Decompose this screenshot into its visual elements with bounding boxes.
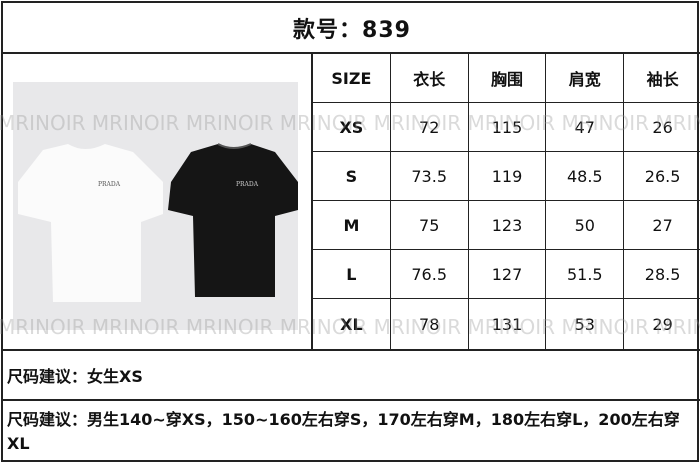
value-cell: 29 [652,314,673,334]
size-cell: M [313,201,391,249]
product-image-cell: PRADA PRADA [3,54,313,349]
value-cell: 47 [546,103,625,151]
value-cell: 119 [469,152,547,200]
black-tshirt: PRADA [168,143,298,297]
style-number-title: 款号：839 [3,3,700,54]
white-tshirt: PRADA [18,144,163,302]
value-cell: 26.5 [644,166,681,186]
size-cell: L [313,250,391,298]
value-cell: 53 [546,299,625,349]
value-cell: 51.5 [546,250,625,298]
size-table: SIZE 衣长 胸围 肩宽 袖长 XS 72 115 47 26 S 73.5 … [313,54,700,349]
svg-text:PRADA: PRADA [98,181,121,188]
size-advice-women: 尺码建议：女生XS [3,349,700,399]
size-cell: XS [313,103,391,151]
size-cell: XL [313,299,391,349]
value-cell: 115 [469,103,547,151]
value-cell: 28.5 [644,264,681,284]
table-row: L 76.5 127 51.5 28.5 [313,250,700,299]
value-cell: 27 [652,215,673,235]
value-cell: 131 [469,299,547,349]
value-cell: 26 [652,117,673,137]
header-cell: 胸围 [469,54,547,102]
table-row: M 75 123 50 27 [313,201,700,250]
product-photo: PRADA PRADA [13,82,298,330]
header-cell: 肩宽 [546,54,625,102]
table-row: XL 78 131 53 29 [313,299,700,349]
header-cell: SIZE [313,54,391,102]
size-advice-men: 尺码建议：男生140~穿XS，150~160左右穿S，170左右穿M，180左右… [3,399,700,462]
table-header: SIZE 衣长 胸围 肩宽 袖长 [313,54,700,103]
value-cell: 48.5 [546,152,625,200]
value-cell: 50 [546,201,625,249]
table-row: S 73.5 119 48.5 26.5 [313,152,700,201]
value-cell: 72 [391,103,469,151]
table-row: XS 72 115 47 26 [313,103,700,152]
svg-text:PRADA: PRADA [236,181,259,188]
value-cell: 73.5 [391,152,469,200]
header-cell: 袖长 [646,70,679,89]
header-cell: 衣长 [391,54,469,102]
value-cell: 127 [469,250,547,298]
value-cell: 75 [391,201,469,249]
value-cell: 123 [469,201,547,249]
size-cell: S [313,152,391,200]
value-cell: 78 [391,299,469,349]
value-cell: 76.5 [391,250,469,298]
